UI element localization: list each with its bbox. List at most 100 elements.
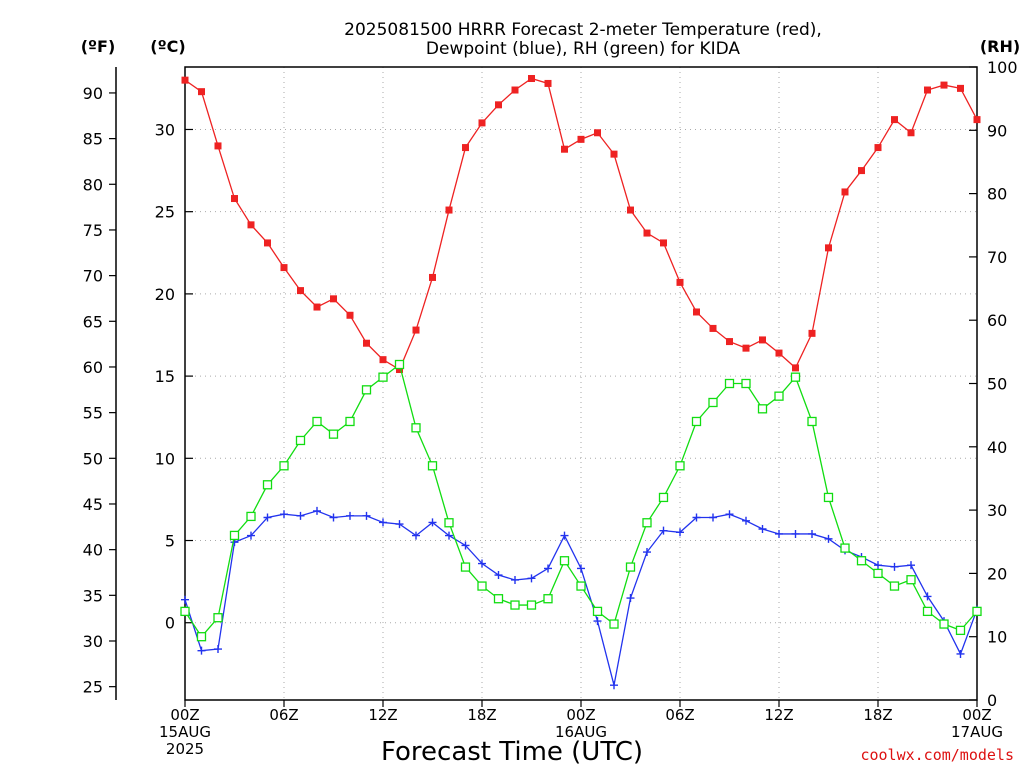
temperature-data-point [561, 145, 568, 153]
fahrenheit-tick-label: 90 [83, 84, 103, 103]
rh-data-point [873, 568, 883, 579]
dewpoint-data-point [725, 510, 734, 519]
rh-data-point [411, 423, 421, 433]
unit-label-rh: (RH) [980, 37, 1020, 56]
temperature-data-point [594, 129, 601, 137]
temperature-data-point [709, 324, 717, 332]
temperature-data-point [313, 303, 321, 311]
dewpoint-data-point [808, 529, 816, 538]
dewpoint-data-point [544, 564, 552, 573]
rh-data-point [658, 492, 669, 503]
rh-data-point [460, 562, 471, 572]
celsius-tick-label: 5 [165, 532, 175, 551]
rh-data-point [972, 606, 982, 617]
x-tick-label: 00Z [566, 706, 595, 724]
rh-data-point [856, 556, 867, 566]
x-tick-label: 06Z [269, 706, 298, 724]
fahrenheit-tick-label: 70 [83, 267, 103, 286]
grid-layer [185, 67, 977, 700]
dewpoint-data-point [379, 518, 387, 527]
rh-tick-label: 50 [987, 375, 1007, 394]
temperature-data-point [676, 278, 684, 286]
rh-data-point [427, 461, 438, 471]
rh-data-point [361, 385, 372, 395]
fahrenheit-tick-label: 50 [83, 449, 103, 468]
temperature-data-point [264, 239, 271, 247]
dewpoint-data-point [346, 511, 354, 520]
temperature-data-point [297, 287, 304, 295]
dewpoint-data-point [428, 518, 437, 527]
dewpoint-data-point [676, 528, 684, 537]
temperature-data-point [346, 311, 354, 319]
celsius-tick-label: 20 [155, 285, 175, 304]
temperature-data-point [759, 336, 766, 344]
temperature-data-point [462, 144, 469, 152]
temperature-data-point [363, 339, 370, 347]
fahrenheit-tick-label: 55 [83, 404, 103, 423]
rh-data-point [642, 518, 652, 528]
dewpoint-data-point [511, 575, 519, 584]
dewpoint-data-point [247, 531, 255, 540]
x-tick-label: 18Z [863, 706, 892, 724]
temperature-data-point [379, 356, 387, 364]
temperature-data-point [660, 239, 667, 247]
temperature-data-point [825, 244, 832, 252]
temperature-data-point [280, 264, 288, 272]
rh-data-point [312, 416, 322, 427]
fahrenheit-tick-label: 75 [83, 221, 103, 240]
rh-tick-label: 90 [987, 121, 1007, 140]
rh-data-point [609, 619, 619, 629]
rh-data-point [774, 391, 784, 401]
x-tick-label: 00Z [170, 706, 199, 724]
dewpoint-data-point [445, 531, 453, 540]
rh-data-point [477, 581, 487, 591]
rh-data-point [922, 606, 933, 617]
dewpoint-data-point [263, 513, 272, 522]
dewpoint-data-point [494, 571, 503, 580]
rh-data-point [279, 461, 289, 471]
rh-tick-label: 0 [987, 691, 997, 710]
fahrenheit-tick-label: 25 [83, 678, 103, 697]
rh-data-point [526, 600, 537, 610]
dewpoint-data-point [181, 595, 189, 604]
fahrenheit-tick-label: 30 [83, 632, 103, 651]
x-tick-label: 12Z [764, 706, 793, 724]
dewpoint-data-point [560, 531, 569, 540]
temperature-data-point [231, 195, 238, 203]
dewpoint-data-point [280, 510, 288, 519]
dewpoint-data-point [907, 561, 915, 570]
temperature-data-point [247, 221, 255, 229]
rh-data-point [790, 372, 801, 382]
temperature-data-point [198, 88, 205, 96]
temperature-data-point [874, 144, 882, 152]
celsius-tick-label: 30 [155, 120, 175, 139]
dewpoint-data-point [824, 534, 833, 543]
rh-data-point [378, 372, 388, 382]
rh-data-point [889, 581, 900, 591]
celsius-tick-label: 0 [165, 614, 175, 633]
rh-data-point [807, 416, 817, 427]
rh-data-point [180, 606, 190, 617]
dewpoint-data-point [626, 594, 635, 603]
plot-frame [184, 66, 978, 701]
dewpoint-data-point [577, 564, 585, 573]
rh-data-point [328, 429, 339, 439]
dewpoint-data-point [923, 592, 932, 601]
rh-data-point [262, 480, 273, 490]
rh-data-point [510, 600, 520, 610]
rh-tick-label: 30 [987, 501, 1007, 520]
dewpoint-data-point [659, 526, 668, 535]
temperature-data-point [957, 84, 964, 92]
rh-data-point [691, 416, 702, 427]
dewpoint-data-point [593, 617, 602, 626]
temperature-data-point [495, 101, 502, 109]
dewpoint-data-point [296, 511, 305, 520]
celsius-tick-label: 10 [155, 449, 175, 468]
rh-data-point [675, 461, 685, 471]
rh-data-point [295, 435, 306, 446]
dewpoint-data-point [758, 525, 767, 534]
unit-label-fahrenheit: (ºF) [81, 37, 116, 56]
rh-data-point [559, 556, 570, 566]
rh-data-point [724, 378, 735, 389]
temperature-data-point [940, 81, 948, 89]
